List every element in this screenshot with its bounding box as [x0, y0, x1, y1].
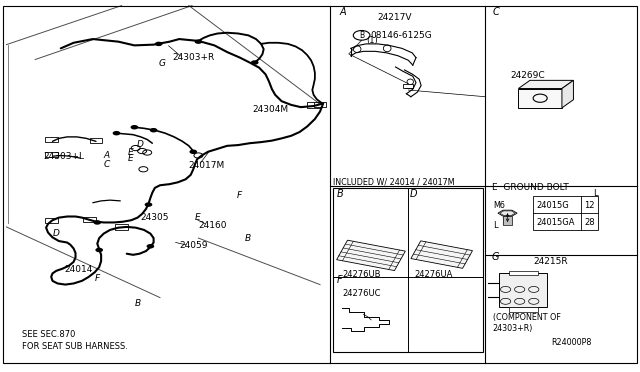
- Bar: [509, 271, 538, 275]
- Text: 24303+R): 24303+R): [493, 324, 533, 333]
- Text: A: A: [339, 7, 346, 17]
- Text: E: E: [195, 213, 201, 222]
- Text: B: B: [359, 31, 364, 40]
- Text: G: G: [492, 252, 499, 262]
- Text: 24303+R: 24303+R: [173, 53, 215, 62]
- Text: E: E: [128, 154, 134, 163]
- Text: F: F: [237, 191, 242, 200]
- Circle shape: [145, 202, 152, 207]
- Text: L: L: [493, 221, 497, 230]
- Text: C: C: [104, 160, 110, 169]
- Circle shape: [155, 42, 163, 46]
- Bar: [503, 216, 512, 225]
- Circle shape: [150, 128, 157, 132]
- Circle shape: [189, 150, 197, 154]
- Circle shape: [113, 131, 120, 135]
- Text: 24269C: 24269C: [511, 71, 545, 80]
- Text: G: G: [159, 59, 166, 68]
- Bar: [45, 152, 58, 157]
- Text: E  GROUND BOLT: E GROUND BOLT: [492, 183, 568, 192]
- Bar: [333, 188, 483, 352]
- Text: B: B: [244, 234, 251, 243]
- Text: 24015GA: 24015GA: [536, 218, 575, 227]
- Text: R24000P8: R24000P8: [552, 338, 592, 347]
- Circle shape: [95, 248, 103, 252]
- Text: 24017M: 24017M: [189, 161, 225, 170]
- Bar: [45, 218, 58, 223]
- Text: 24059: 24059: [179, 241, 208, 250]
- Polygon shape: [337, 240, 405, 270]
- Bar: [115, 224, 128, 230]
- Text: FOR SEAT SUB HARNESS.: FOR SEAT SUB HARNESS.: [22, 342, 128, 351]
- Bar: [533, 196, 598, 230]
- Text: F: F: [95, 274, 100, 283]
- Text: 24304M: 24304M: [253, 105, 289, 114]
- Text: L: L: [593, 189, 598, 198]
- Text: 24303+L: 24303+L: [44, 152, 84, 161]
- Text: D: D: [410, 189, 417, 199]
- Text: 24160: 24160: [198, 221, 227, 230]
- Bar: [83, 217, 96, 222]
- Bar: [314, 102, 326, 107]
- Circle shape: [131, 125, 138, 129]
- Bar: [403, 84, 413, 88]
- Circle shape: [195, 39, 202, 44]
- Text: SEE SEC.870: SEE SEC.870: [22, 330, 76, 339]
- Polygon shape: [411, 241, 472, 268]
- Polygon shape: [562, 80, 573, 108]
- Text: 24276UA: 24276UA: [415, 270, 453, 279]
- Bar: [90, 138, 102, 143]
- Text: 28: 28: [584, 218, 595, 227]
- Text: E: E: [128, 148, 134, 157]
- Text: 12: 12: [584, 201, 595, 210]
- Text: D: D: [136, 140, 143, 149]
- Text: D: D: [52, 229, 60, 238]
- Text: 24276UC: 24276UC: [342, 289, 381, 298]
- Text: C: C: [493, 7, 500, 17]
- Polygon shape: [518, 89, 562, 108]
- Polygon shape: [518, 80, 573, 89]
- Text: (COMPONENT OF: (COMPONENT OF: [493, 313, 561, 322]
- Polygon shape: [499, 273, 547, 307]
- Circle shape: [251, 60, 259, 65]
- Text: 24015G: 24015G: [536, 201, 569, 210]
- Text: INCLUDED W/ 24014 / 24017M: INCLUDED W/ 24014 / 24017M: [333, 178, 454, 187]
- Text: (1): (1): [367, 36, 378, 45]
- Text: B: B: [134, 299, 141, 308]
- Bar: [509, 307, 538, 312]
- Text: 24276UB: 24276UB: [342, 270, 381, 279]
- Circle shape: [93, 220, 101, 225]
- Circle shape: [147, 244, 154, 248]
- Text: F: F: [337, 275, 342, 285]
- Polygon shape: [498, 210, 517, 216]
- Text: 08146-6125G: 08146-6125G: [370, 31, 431, 40]
- Text: B: B: [337, 189, 344, 199]
- Text: 24217V: 24217V: [378, 13, 412, 22]
- Text: 24215R: 24215R: [533, 257, 568, 266]
- Text: M6: M6: [493, 201, 505, 209]
- Bar: [45, 137, 58, 142]
- Bar: [307, 102, 320, 108]
- Text: 24014: 24014: [64, 265, 92, 274]
- Text: A: A: [104, 151, 110, 160]
- Text: 24305: 24305: [141, 213, 170, 222]
